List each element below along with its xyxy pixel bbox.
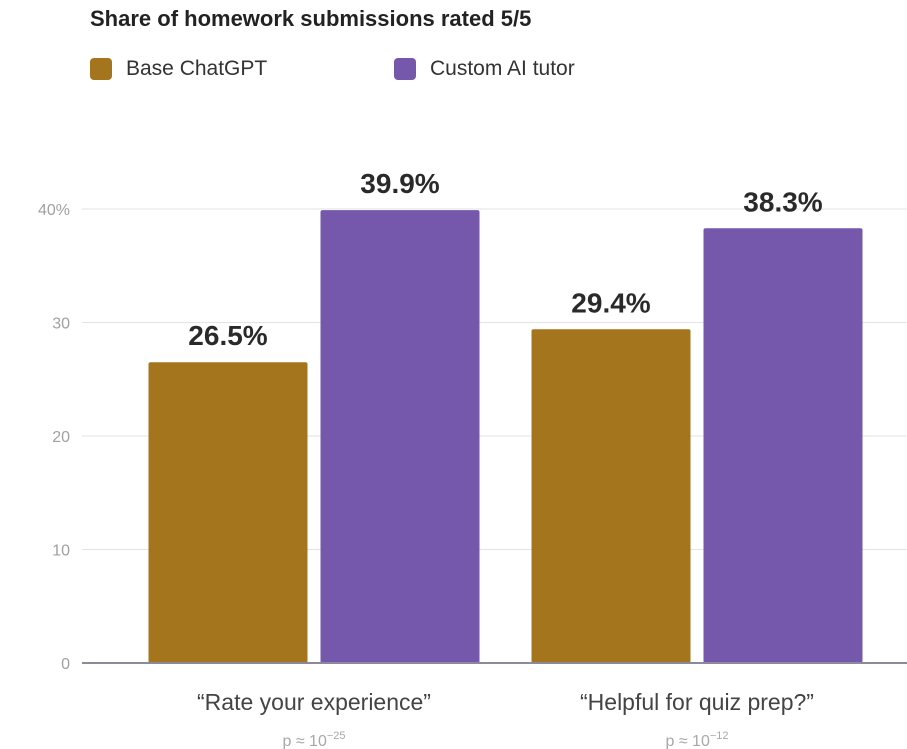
bar-value-label: 38.3% — [743, 186, 822, 217]
p-value-label: p ≈ 10−12 — [665, 730, 728, 749]
x-category-label: “Rate your experience” — [197, 689, 431, 715]
y-tick-label: 20 — [52, 429, 70, 446]
bar — [531, 329, 691, 663]
p-value-label: p ≈ 10−25 — [282, 730, 345, 749]
x-category-label: “Helpful for quiz prep?” — [580, 689, 814, 715]
y-tick-label: 10 — [52, 543, 70, 560]
p-value-exponent: −12 — [710, 730, 729, 742]
legend-item-custom-ai-tutor: Custom AI tutor — [394, 57, 575, 81]
bar — [703, 228, 863, 664]
legend-swatch-base-chatgpt — [90, 58, 112, 80]
bar-value-label: 39.9% — [360, 168, 439, 199]
legend-item-base-chatgpt: Base ChatGPT — [90, 57, 267, 81]
y-tick-label: 0 — [61, 656, 70, 673]
bar — [320, 210, 480, 663]
y-tick-label: 40% — [38, 202, 70, 219]
legend-swatch-custom-ai-tutor — [394, 58, 416, 80]
bar — [148, 362, 308, 663]
legend-label-base-chatgpt: Base ChatGPT — [126, 57, 268, 80]
bar-value-label: 26.5% — [188, 320, 267, 351]
p-value-base: p ≈ 10 — [665, 733, 709, 749]
y-tick-label: 30 — [52, 316, 70, 333]
bar-value-label: 29.4% — [571, 287, 650, 318]
chart-title: Share of homework submissions rated 5/5 — [90, 6, 532, 31]
legend-label-custom-ai-tutor: Custom AI tutor — [430, 57, 575, 80]
p-value-exponent: −25 — [327, 730, 346, 742]
legend: Base ChatGPT Custom AI tutor — [90, 57, 790, 85]
p-value-base: p ≈ 10 — [282, 733, 326, 749]
